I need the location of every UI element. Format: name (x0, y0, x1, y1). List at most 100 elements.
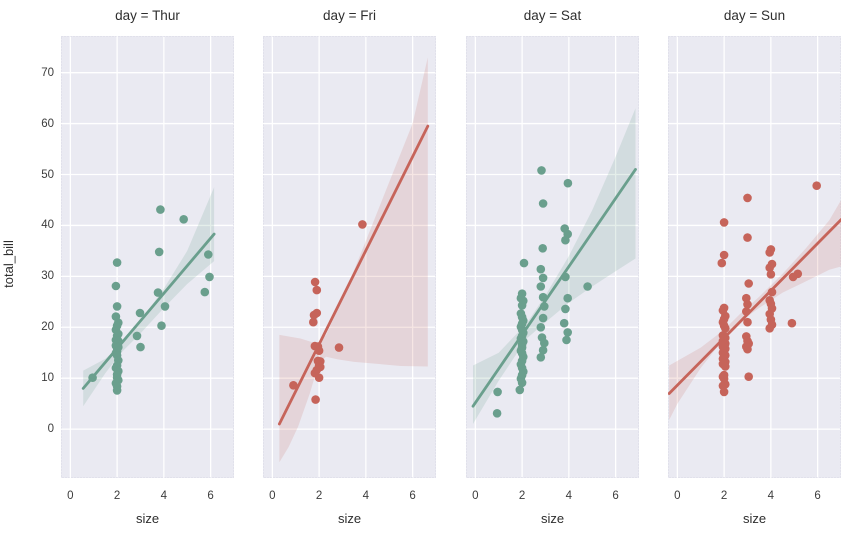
y-tick-label: 30 (41, 270, 54, 283)
scatter-point (289, 381, 298, 390)
x-tick-label: 6 (207, 490, 214, 502)
confidence-band (669, 200, 841, 420)
scatter-point (334, 343, 344, 352)
scatter-point (156, 205, 165, 214)
scatter-point (536, 282, 546, 291)
scatter-point (200, 287, 210, 297)
x-tick-label: 0 (269, 490, 276, 502)
scatter-point (538, 313, 548, 323)
x-axis-label: size (540, 511, 565, 526)
scatter-point (559, 318, 569, 328)
scatter-point (157, 321, 166, 331)
scatter-point (154, 247, 164, 257)
scatter-point (112, 258, 122, 267)
regression-line (81, 232, 216, 390)
x-tick-label: 2 (113, 490, 121, 502)
scatter-point (744, 279, 753, 288)
scatter-point (112, 386, 122, 395)
scatter-point (563, 178, 573, 188)
scatter-point (561, 272, 570, 282)
facet-panel-fri (263, 36, 436, 478)
scatter-point (538, 244, 547, 253)
y-tick-label: 70 (41, 66, 54, 79)
scatter-point (721, 324, 730, 333)
scatter-point (309, 317, 318, 327)
x-tick-label: 6 (409, 490, 416, 502)
scatter-point (112, 302, 122, 311)
scatter-point (744, 372, 753, 382)
scatter-point (205, 272, 214, 282)
scatter-point (537, 166, 546, 175)
x-tick-label: 4 (160, 490, 168, 502)
y-tick-label: 40 (41, 219, 54, 232)
scatter-point (135, 308, 145, 318)
scatter-point (538, 273, 548, 283)
scatter-point (540, 302, 549, 311)
scatter-point (88, 373, 97, 383)
scatter-point (536, 323, 546, 332)
scatter-point (743, 317, 752, 327)
x-axis-label: size (337, 511, 362, 526)
scatter-point (517, 378, 527, 388)
facet-title-thur: day = Thur (115, 8, 180, 23)
scatter-point (563, 293, 572, 303)
scatter-point (519, 258, 529, 268)
facet-title-fri: day = Fri (323, 8, 376, 23)
scatter-point (536, 353, 546, 362)
scatter-point (719, 250, 729, 260)
scatter-point (717, 258, 727, 268)
scatter-point (179, 215, 188, 224)
scatter-point (538, 199, 548, 208)
x-tick-label: 2 (315, 490, 323, 502)
facet-title-sat: day = Sat (523, 8, 582, 23)
x-tick-label: 4 (767, 490, 775, 502)
scatter-point (492, 409, 502, 418)
scatter-point (515, 385, 525, 395)
facet-panel-sun (668, 36, 841, 478)
x-tick-label: 0 (67, 490, 74, 502)
x-tick-label: 0 (472, 490, 479, 502)
scatter-point (719, 218, 729, 227)
x-tick-label: 0 (674, 490, 681, 502)
scatter-point (563, 328, 572, 337)
scatter-point (765, 263, 774, 272)
scatter-point (538, 292, 548, 302)
scatter-point (536, 264, 546, 274)
facet-title-sun: day = Sun (723, 8, 786, 23)
scatter-point (314, 346, 324, 356)
scatter-point (160, 302, 170, 311)
scatter-point (719, 387, 729, 397)
x-tick-label: 6 (814, 490, 821, 502)
x-tick-label: 2 (518, 490, 526, 502)
scatter-point (538, 345, 548, 355)
regression-line (277, 124, 430, 426)
facet-panel-sat (466, 36, 639, 478)
scatter-point (767, 287, 777, 297)
scatter-point (765, 324, 774, 333)
scatter-point (153, 288, 163, 297)
facet-panel-thur (61, 36, 234, 478)
scatter-point (721, 362, 730, 371)
scatter-point (787, 318, 797, 328)
regression-line (668, 217, 841, 395)
y-tick-label: 50 (41, 168, 54, 181)
x-tick-label: 4 (565, 490, 573, 502)
scatter-point (765, 248, 774, 257)
scatter-point (743, 233, 752, 242)
x-tick-label: 4 (362, 490, 370, 502)
scatter-point (311, 395, 320, 404)
scatter-point (309, 310, 319, 320)
y-tick-label: 20 (41, 321, 54, 334)
scatter-point (561, 235, 570, 245)
scatter-point (540, 338, 549, 348)
x-tick-label: 6 (612, 490, 619, 502)
scatter-point (136, 342, 145, 352)
x-axis-label: size (742, 511, 767, 526)
scatter-point (493, 387, 502, 397)
y-tick-label: 10 (41, 372, 54, 385)
scatter-point (312, 285, 322, 295)
regression-line (471, 168, 637, 408)
scatter-point (766, 270, 776, 279)
scatter-point (132, 331, 142, 341)
